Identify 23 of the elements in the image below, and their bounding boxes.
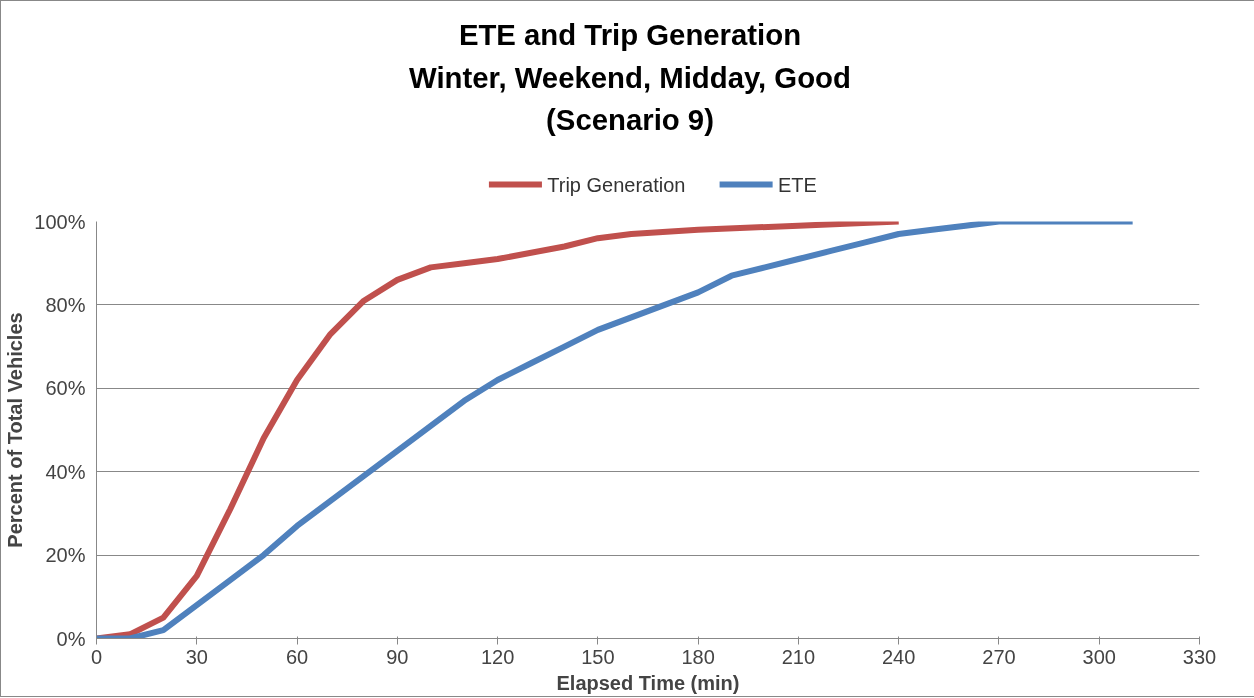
y-tick-label: 60% [45,377,86,400]
x-tick-label: 150 [581,645,615,668]
x-tick-label: 210 [781,645,816,668]
x-tick-label: 90 [386,645,409,668]
x-tick-label: 330 [1182,645,1217,668]
x-tick-label: 60 [285,645,309,668]
x-tick-label: 0 [90,645,103,668]
legend-label: ETE [777,173,817,196]
chart-title: ETE and Trip Generation Winter, Weekend, Midday, Good (Scenario 9) [409,17,851,139]
x-tick-label: 300 [1082,645,1116,668]
x-tick-label: 120 [480,645,515,668]
x-tick-label: 180 [681,645,715,668]
x-tick-label: 270 [982,645,1016,668]
y-tick-label: 20% [45,544,86,567]
y-tick-label: 0% [56,627,86,650]
y-tick-label: 80% [45,293,86,316]
y-tick-label: 100% [34,210,86,233]
x-tick-label: 30 [185,645,208,668]
y-axis-title: Percent of Total Vehicles [4,312,27,548]
x-axis-title: Elapsed Time (min) [556,671,740,694]
x-tick-label: 240 [882,645,916,668]
y-tick-label: 40% [45,460,86,483]
legend-label: Trip Generation [547,173,686,196]
